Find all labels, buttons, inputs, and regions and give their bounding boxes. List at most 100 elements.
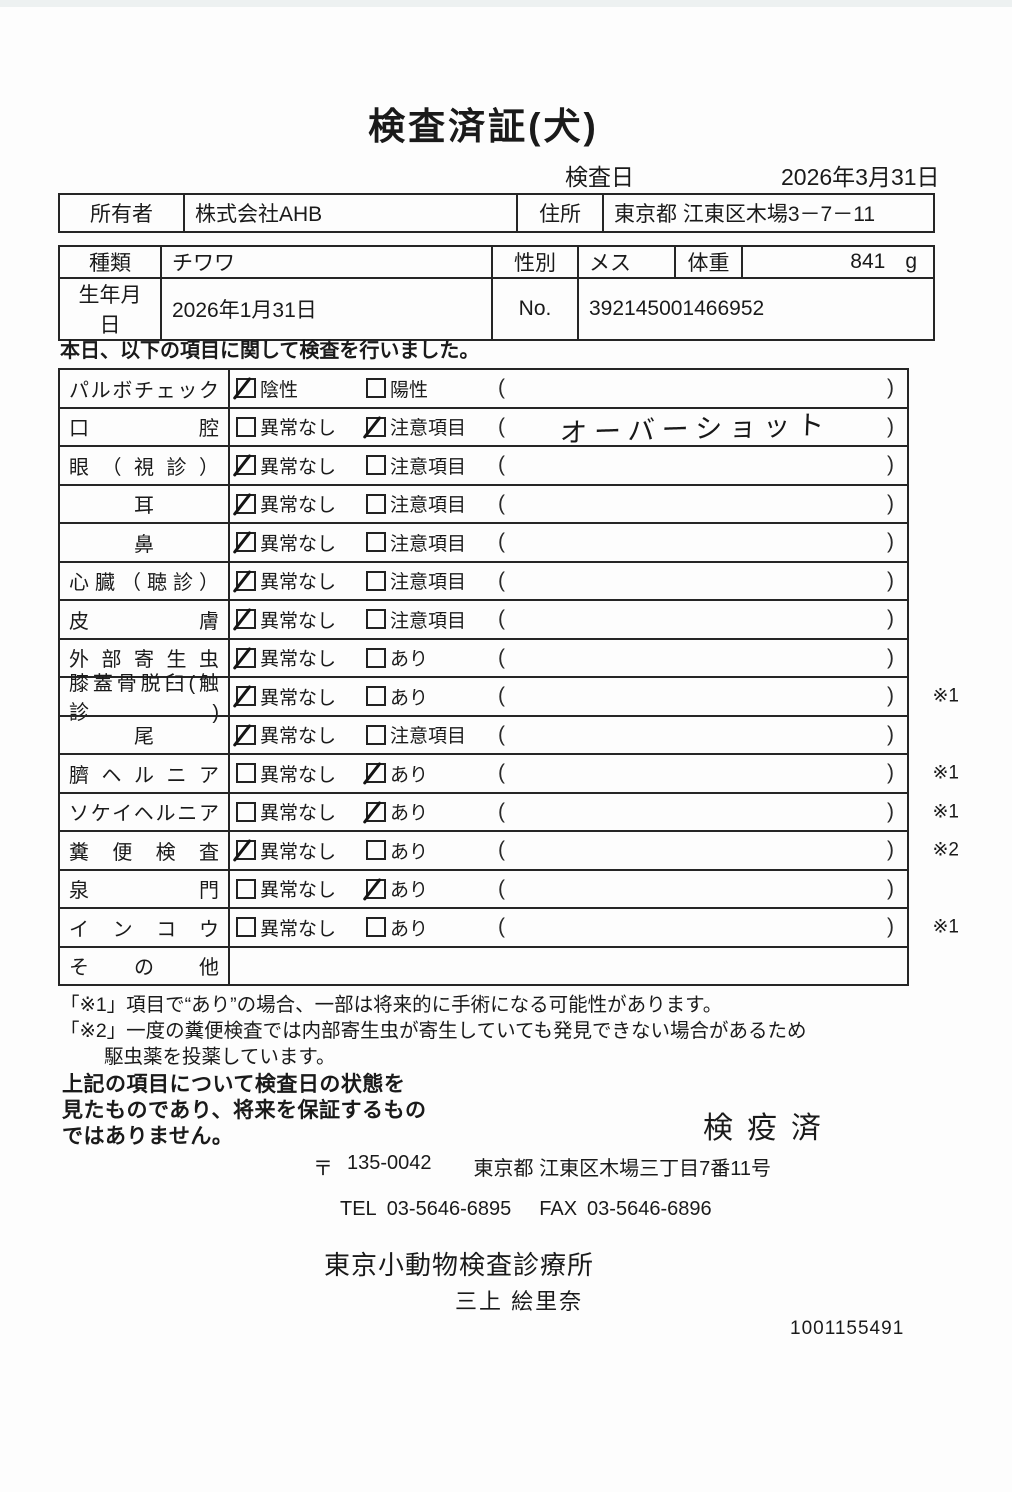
- breed-label: 種類: [58, 245, 162, 279]
- paren-open: (: [498, 838, 505, 862]
- checkbox-option-1: [236, 647, 256, 668]
- checkbox-option-1: [236, 609, 256, 630]
- note-field: (): [498, 915, 907, 939]
- exam-option: 注意項目: [366, 490, 498, 517]
- option-label: あり: [390, 841, 429, 863]
- option-label: 異常なし: [260, 456, 337, 478]
- checkbox-option-1: [236, 801, 256, 822]
- examination-checklist-table: パルボチェック 陰性 陽性() 口腔 異常なし 注意項目(オーバーショット) 眼（視診） 異常…: [58, 368, 959, 986]
- paren-open: (: [498, 915, 505, 939]
- quarantine-stamp: 検疫済: [703, 1112, 835, 1145]
- option-label: 注意項目: [390, 456, 467, 478]
- postal-line: 〒 135-0042 東京都 江東区木場三丁目7番11号: [313, 1152, 771, 1181]
- option-label: 異常なし: [260, 918, 337, 940]
- tel-number: 03-5646-6895: [386, 1198, 512, 1220]
- checkbox-option-2: [366, 763, 386, 784]
- paren-close: ): [887, 530, 894, 554]
- option-label: 注意項目: [390, 533, 467, 555]
- checkbox-option-2: [366, 455, 386, 476]
- postal-mark: 〒: [313, 1158, 333, 1180]
- option-label: あり: [390, 649, 429, 671]
- paren-open: (: [498, 761, 505, 785]
- exam-option: 異常なし: [236, 606, 366, 633]
- weight-cell: 841 g: [741, 245, 935, 279]
- footnote-marker: ※1: [932, 916, 960, 938]
- exam-item-options: 陰性 陽性 (): [230, 370, 907, 407]
- option-label: 異常なし: [260, 649, 337, 671]
- exam-option: あり: [366, 644, 498, 671]
- note-field: (): [498, 838, 907, 862]
- owner-address-label: 住所: [516, 193, 604, 233]
- footnote-marker: ※1: [932, 801, 960, 823]
- option-label: あり: [390, 687, 429, 709]
- exam-item-label: 心臓（聴診）: [60, 562, 230, 599]
- checkbox-option-2: [366, 840, 386, 861]
- paren-close: ): [887, 568, 894, 592]
- exam-item-label: 皮膚: [60, 601, 230, 638]
- checkbox-option-2: [366, 917, 386, 938]
- paren-open: (: [498, 530, 505, 554]
- exam-item-label: その他: [60, 947, 230, 984]
- checkbox-option-2: [366, 416, 386, 437]
- checkbox-option-1: [236, 378, 256, 399]
- exam-option: 注意項目: [366, 606, 498, 633]
- checkbox-option-2: [366, 570, 386, 591]
- exam-row: 耳 異常なし 注意項目 (): [60, 483, 907, 523]
- exam-option: 注意項目: [366, 452, 498, 479]
- exam-row: 尾 異常なし 注意項目 (): [60, 714, 907, 753]
- exam-item-label: 泉門: [60, 870, 230, 907]
- exam-item-label: 眼（視診）: [60, 447, 230, 484]
- option-label: 異常なし: [260, 803, 337, 825]
- owner-row: 所有者 株式会社AHB 住所 東京都 江東区木場3－7－11: [58, 193, 935, 233]
- paren-close: ): [887, 607, 894, 631]
- checkbox-option-1: [236, 455, 256, 476]
- exam-item-label: 膝蓋骨脱臼(触診): [60, 673, 230, 724]
- exam-item-options: 異常なし あり (): [230, 678, 907, 715]
- weight-label: 体重: [674, 245, 743, 279]
- option-label: あり: [390, 803, 429, 825]
- postal-code: 135-0042: [347, 1152, 432, 1174]
- paren-open: (: [498, 568, 505, 592]
- note-field: (): [498, 607, 907, 631]
- exam-item-label: 臍ヘルニア: [60, 755, 230, 792]
- paren-close: ): [887, 453, 894, 477]
- page-title: 検査済証(犬): [368, 106, 599, 147]
- checkbox-option-1: [236, 493, 256, 514]
- exam-item-options: 異常なし 注意項目 (): [230, 524, 907, 561]
- option-label: 注意項目: [390, 610, 467, 632]
- checkbox-option-1: [236, 724, 256, 745]
- exam-item-options: 異常なし あり (): [230, 909, 907, 946]
- exam-option: 異常なし: [236, 644, 366, 671]
- tel-label: TEL: [340, 1198, 377, 1220]
- note-field: (): [498, 646, 907, 670]
- exam-option: 注意項目: [366, 413, 498, 440]
- exam-option: 陽性: [366, 375, 498, 402]
- birthdate-value: 2026年1月31日: [160, 277, 493, 341]
- no-label: No.: [491, 277, 579, 341]
- paren-close: ): [887, 491, 894, 515]
- exam-row: 口腔 異常なし 注意項目 (オーバーショット): [60, 406, 907, 449]
- paren-open: (: [498, 799, 505, 823]
- exam-row: 外部寄生虫 異常なし あり (): [60, 637, 907, 676]
- weight-value: 841: [850, 250, 886, 273]
- animal-table: 種類 チワワ 性別 メス 体重 841 g 生年月日 2026年1月31日 No…: [58, 245, 935, 341]
- exam-item-options: 異常なし 注意項目 (): [230, 601, 907, 638]
- exam-option: あり: [366, 837, 498, 864]
- option-label: 異常なし: [260, 764, 337, 786]
- clinic-address: 東京都 江東区木場三丁目7番11号: [473, 1158, 771, 1180]
- exam-option: 異常なし: [236, 798, 366, 825]
- exam-option: 注意項目: [366, 721, 498, 748]
- exam-row: インコウ 異常なし あり () ※1: [60, 907, 959, 946]
- no-value: 392145001466952: [577, 277, 935, 341]
- intro-text: 本日、以下の項目に関して検査を行いました。: [60, 340, 480, 362]
- exam-row: 糞便検査 異常なし あり () ※2: [60, 830, 959, 869]
- checkbox-option-2: [366, 378, 386, 399]
- exam-row: 鼻 異常なし 注意項目 (): [60, 522, 907, 561]
- exam-item-options: 異常なし 注意項目 (): [230, 486, 907, 523]
- checkbox-option-1: [236, 878, 256, 899]
- paren-close: ): [887, 915, 894, 939]
- tel-fax-line: TEL 03-5646-6895 FAX 03-5646-6896: [340, 1198, 712, 1221]
- scan-edge-artifact: [0, 0, 1012, 7]
- checkbox-option-2: [366, 609, 386, 630]
